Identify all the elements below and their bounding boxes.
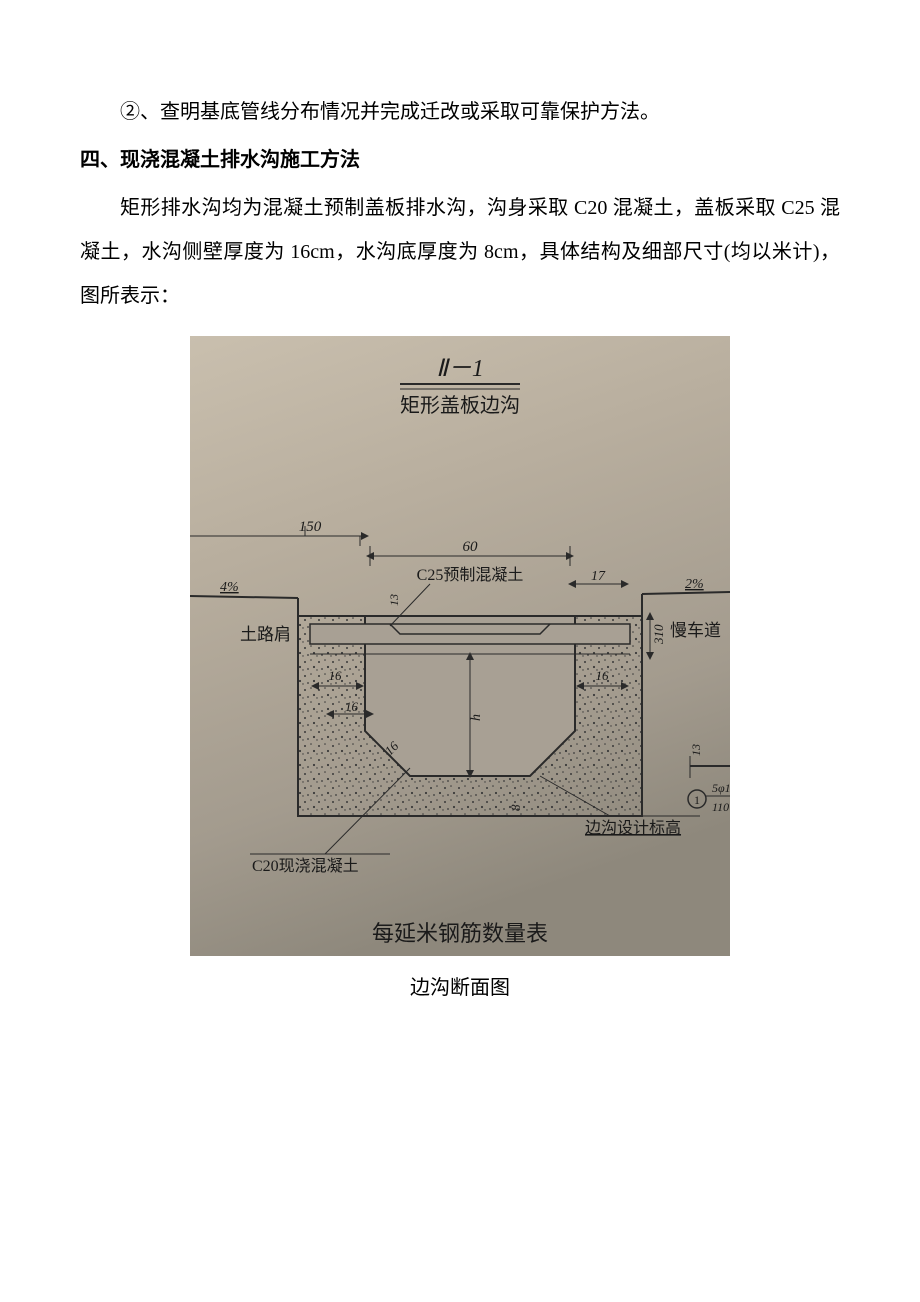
paragraph-line1: ②、查明基底管线分布情况并完成迁改或采取可靠保护方法。 [80,90,840,134]
dim-13b: 13 [689,744,703,756]
dim-60: 60 [463,539,479,555]
dim-16c: 16 [345,699,359,714]
dim-310: 310 [651,624,666,645]
figure-title-top: Ⅱ－1 [436,356,484,382]
figure-container: Ⅱ－1 矩形盖板边沟 150 60 C25预制混凝土 17 4% [190,336,730,1010]
label-h: h [469,714,484,721]
dim-16b: 16 [596,668,610,683]
dim-4pct: 4% [220,580,239,595]
paragraph-body: 矩形排水沟均为混凝土预制盖板排水沟，沟身采取 C20 混凝土，盖板采取 C25 … [80,186,840,318]
dim-num1: 1 [694,793,700,807]
cross-section-figure: Ⅱ－1 矩形盖板边沟 150 60 C25预制混凝土 17 4% [190,336,730,956]
figure-title-bottom: 矩形盖板边沟 [400,394,520,417]
figure-caption: 边沟断面图 [190,966,730,1010]
dim-5phi: 5φ1 [712,781,730,795]
footer-title: 每延米钢筋数量表 [372,921,548,946]
label-slowlane: 慢车道 [670,620,721,640]
dim-2pct: 2% [685,577,704,592]
dim-16a: 16 [329,668,343,683]
label-design-elev: 边沟设计标高 [585,819,681,837]
dim-150: 150 [299,519,322,535]
label-shoulder: 土路肩 [240,625,291,644]
dim-13: 13 [387,594,401,606]
label-c20: C20现浇混凝土 [252,857,359,875]
dim-110: 110 [712,800,729,814]
label-c25: C25预制混凝土 [417,566,524,584]
section-heading: 四、现浇混凝土排水沟施工方法 [80,138,840,182]
dim-17: 17 [591,569,606,584]
dim-8: 8 [508,804,523,811]
